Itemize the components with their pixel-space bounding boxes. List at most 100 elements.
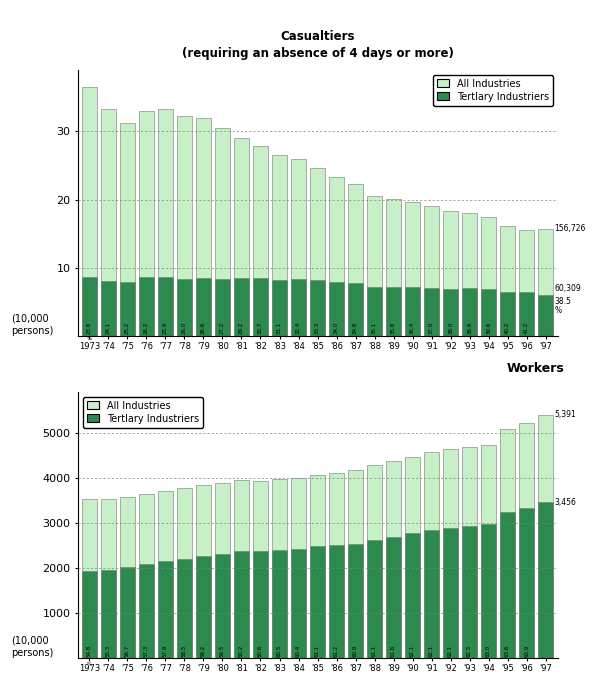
- Text: 59.2: 59.2: [201, 645, 206, 657]
- Bar: [424, 206, 439, 336]
- Bar: [272, 550, 287, 658]
- Bar: [234, 551, 249, 658]
- Bar: [158, 491, 173, 658]
- Text: 38.5
%: 38.5 %: [554, 297, 571, 315]
- Text: 156,726: 156,726: [554, 225, 586, 233]
- Text: 63.9: 63.9: [524, 645, 529, 657]
- Bar: [386, 461, 401, 658]
- Text: 25.2: 25.2: [125, 322, 130, 334]
- Bar: [101, 570, 116, 658]
- Text: 27.2: 27.2: [220, 322, 225, 334]
- Bar: [196, 278, 211, 336]
- Bar: [462, 447, 477, 658]
- Text: 32.4: 32.4: [296, 322, 301, 334]
- Bar: [139, 111, 154, 336]
- Text: 63.0: 63.0: [486, 645, 491, 657]
- Bar: [500, 292, 515, 336]
- Text: (10,000
persons): (10,000 persons): [11, 314, 53, 336]
- Bar: [215, 128, 230, 336]
- Text: 37.0: 37.0: [429, 322, 434, 334]
- Legend: All Industries, Tertlary Industriers: All Industries, Tertlary Industriers: [433, 75, 553, 106]
- Legend: All Industries, Tertlary Industriers: All Industries, Tertlary Industriers: [83, 397, 203, 428]
- Text: 61.6: 61.6: [391, 645, 396, 657]
- Text: %: %: [87, 662, 92, 667]
- Bar: [177, 116, 192, 336]
- Bar: [215, 483, 230, 658]
- Bar: [139, 277, 154, 336]
- Bar: [120, 123, 135, 336]
- Bar: [291, 159, 306, 336]
- Text: 30.7: 30.7: [258, 322, 263, 334]
- Bar: [443, 211, 458, 336]
- Bar: [500, 225, 515, 336]
- Text: 60.4: 60.4: [296, 645, 301, 657]
- Text: %: %: [87, 337, 92, 342]
- Text: 34.8: 34.8: [353, 322, 358, 334]
- Text: 24.1: 24.1: [106, 322, 111, 334]
- Bar: [329, 473, 344, 658]
- Bar: [196, 485, 211, 658]
- Text: 35.1: 35.1: [372, 322, 377, 334]
- Bar: [310, 280, 325, 336]
- Text: Casualtiers
(requiring an absence of 4 days or more): Casualtiers (requiring an absence of 4 d…: [182, 31, 454, 60]
- Text: 39.6: 39.6: [486, 322, 491, 334]
- Text: 62.5: 62.5: [467, 645, 472, 657]
- Bar: [215, 554, 230, 658]
- Bar: [101, 109, 116, 336]
- Bar: [443, 288, 458, 336]
- Bar: [120, 567, 135, 658]
- Bar: [424, 288, 439, 336]
- Bar: [253, 551, 268, 658]
- Bar: [329, 282, 344, 336]
- Bar: [82, 276, 97, 336]
- Text: 57.9: 57.9: [163, 645, 168, 657]
- Bar: [405, 202, 420, 336]
- Text: 62.1: 62.1: [410, 645, 415, 657]
- Bar: [253, 146, 268, 336]
- Bar: [443, 528, 458, 658]
- Bar: [82, 87, 97, 336]
- Bar: [101, 281, 116, 336]
- Bar: [196, 118, 211, 336]
- Bar: [348, 470, 363, 658]
- Bar: [386, 287, 401, 336]
- Text: 26.0: 26.0: [182, 322, 187, 334]
- Text: 40.2: 40.2: [505, 322, 510, 334]
- Bar: [329, 545, 344, 658]
- Bar: [158, 109, 173, 336]
- Bar: [234, 278, 249, 336]
- Bar: [424, 452, 439, 658]
- Text: Workers: Workers: [506, 361, 564, 374]
- Text: 29.2: 29.2: [239, 322, 244, 334]
- Text: 38.0: 38.0: [448, 322, 453, 334]
- Bar: [519, 230, 534, 336]
- Bar: [310, 168, 325, 336]
- Bar: [348, 544, 363, 658]
- Bar: [82, 571, 97, 658]
- Bar: [519, 423, 534, 658]
- Text: 23.8: 23.8: [87, 322, 92, 334]
- Text: 31.1: 31.1: [277, 322, 282, 334]
- Text: 36.4: 36.4: [410, 322, 415, 334]
- Bar: [538, 415, 553, 658]
- Bar: [234, 480, 249, 658]
- Bar: [367, 540, 382, 658]
- Bar: [462, 526, 477, 658]
- Bar: [519, 508, 534, 658]
- Text: 33.3: 33.3: [315, 322, 320, 334]
- Bar: [234, 138, 249, 336]
- Text: 58.5: 58.5: [182, 645, 187, 657]
- Bar: [329, 177, 344, 336]
- Bar: [272, 480, 287, 658]
- Bar: [462, 288, 477, 336]
- Bar: [348, 184, 363, 336]
- Bar: [120, 497, 135, 658]
- Text: 26.2: 26.2: [144, 322, 149, 334]
- Text: 62.1: 62.1: [448, 645, 453, 657]
- Text: 54.8: 54.8: [87, 645, 92, 657]
- Bar: [481, 444, 496, 658]
- Bar: [481, 289, 496, 336]
- Text: 41.2: 41.2: [524, 322, 529, 334]
- Text: 61.1: 61.1: [315, 645, 320, 657]
- Bar: [500, 428, 515, 658]
